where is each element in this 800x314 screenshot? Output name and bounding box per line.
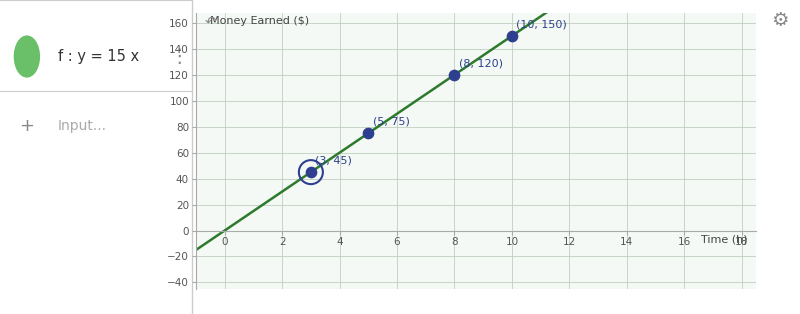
Text: ↶: ↶: [205, 15, 216, 29]
Text: (10, 150): (10, 150): [516, 19, 567, 30]
Text: f : y = 15 x: f : y = 15 x: [58, 49, 138, 64]
Text: ⚙: ⚙: [771, 10, 789, 30]
Text: Time (h): Time (h): [701, 234, 747, 244]
Text: Money Earned ($): Money Earned ($): [210, 16, 310, 26]
Point: [448, 72, 461, 77]
Point: [362, 131, 374, 136]
Point: [305, 170, 318, 175]
Point: [506, 33, 518, 38]
Text: (5, 75): (5, 75): [373, 117, 410, 127]
Text: (8, 120): (8, 120): [458, 58, 502, 68]
Text: Input...: Input...: [58, 119, 106, 133]
Text: +: +: [19, 116, 34, 135]
Circle shape: [14, 36, 39, 77]
Text: ⋮: ⋮: [169, 47, 188, 66]
Text: (3, 45): (3, 45): [315, 156, 352, 166]
